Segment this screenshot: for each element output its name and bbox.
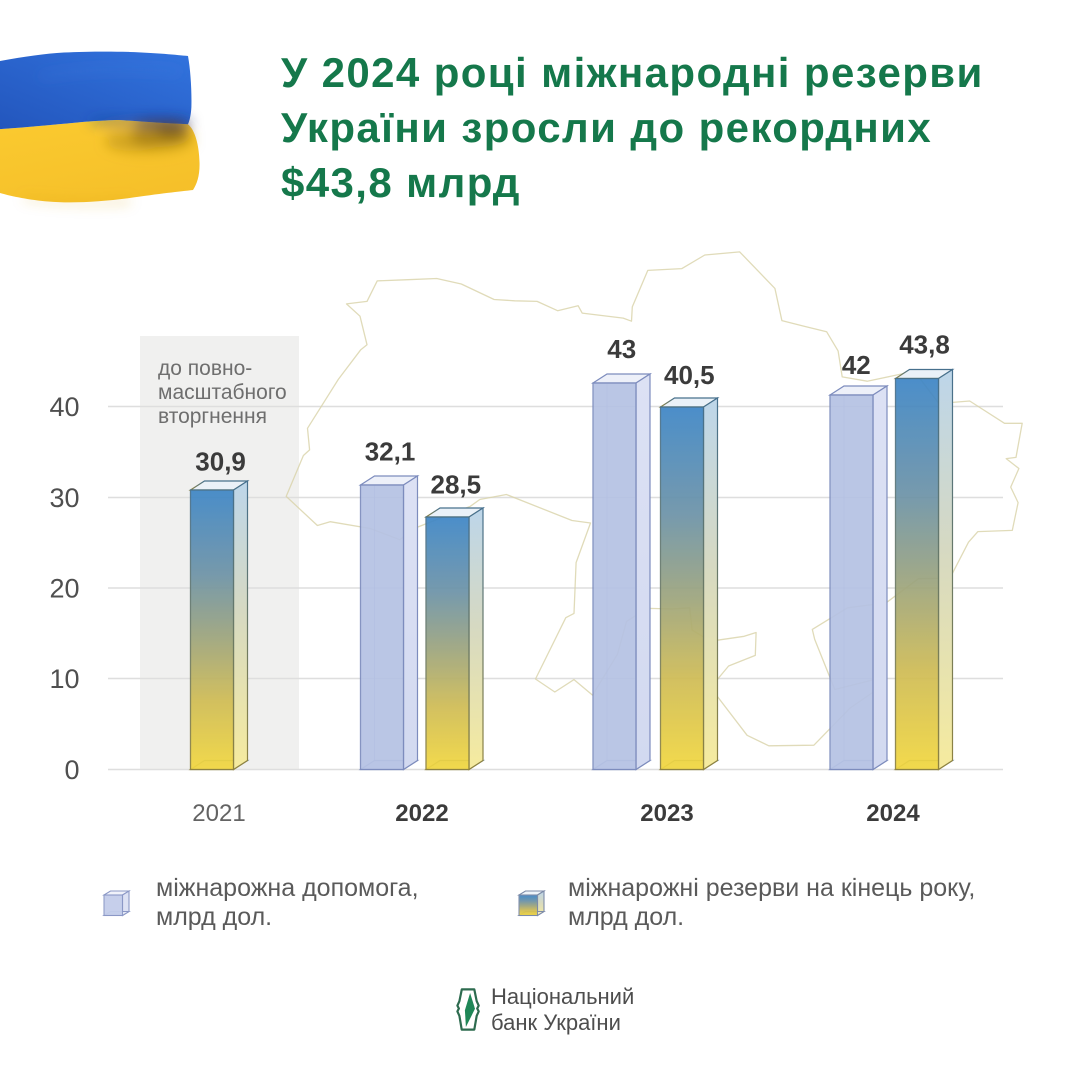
svg-text:32,1: 32,1: [365, 437, 416, 467]
svg-text:43: 43: [607, 334, 636, 364]
svg-text:2023: 2023: [640, 800, 693, 827]
svg-text:43,8: 43,8: [899, 330, 950, 360]
svg-text:2024: 2024: [866, 800, 920, 827]
svg-text:20: 20: [49, 574, 79, 604]
svg-text:2021: 2021: [192, 800, 245, 827]
svg-text:30: 30: [49, 483, 79, 513]
svg-text:0: 0: [64, 755, 79, 785]
svg-text:2022: 2022: [395, 800, 448, 827]
svg-text:30,9: 30,9: [195, 447, 246, 477]
svg-text:10: 10: [49, 664, 79, 694]
svg-text:40,5: 40,5: [664, 360, 715, 390]
svg-text:40: 40: [49, 392, 79, 422]
svg-text:42: 42: [842, 350, 871, 380]
svg-text:28,5: 28,5: [430, 470, 481, 500]
